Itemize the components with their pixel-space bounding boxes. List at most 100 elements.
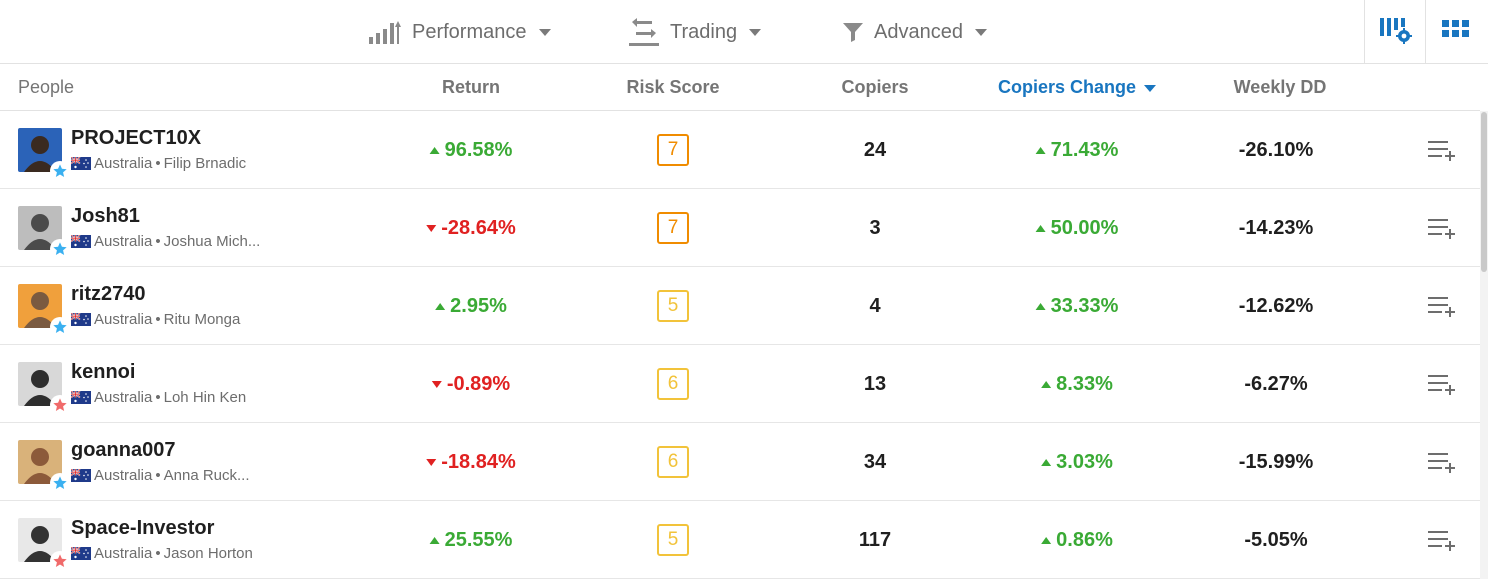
add-list-icon	[1428, 141, 1455, 161]
star-icon	[50, 317, 70, 337]
risk-score-badge: 6	[657, 368, 689, 400]
column-settings-icon	[1378, 14, 1412, 49]
username[interactable]: goanna007	[71, 439, 176, 461]
username[interactable]: ritz2740	[71, 283, 146, 305]
full-name: Jason Horton	[163, 545, 253, 562]
weekly-dd-value: -14.23%	[1238, 216, 1314, 239]
arrow-up-icon	[1041, 380, 1052, 388]
column-header-people[interactable]: People	[18, 77, 75, 97]
arrow-up-icon	[1035, 224, 1046, 232]
column-header-copiers-change[interactable]: Copiers Change	[997, 64, 1157, 111]
sort-desc-icon	[1144, 84, 1157, 92]
username[interactable]: PROJECT10X	[71, 127, 202, 149]
add-to-watchlist-button[interactable]	[1428, 529, 1458, 551]
arrow-up-icon	[1035, 302, 1046, 310]
arrow-down-icon	[426, 458, 437, 466]
username[interactable]: Josh81	[71, 205, 140, 227]
return-value: 2.95%	[435, 267, 507, 345]
arrow-up-icon	[1041, 458, 1052, 466]
country: Australia	[94, 155, 153, 172]
star-icon	[50, 473, 70, 493]
funnel-icon	[842, 21, 864, 43]
user-subline: Australia • Jason Horton	[70, 545, 253, 562]
table-row[interactable]: PROJECT10X Australia • Filip Brnadic 96.58% 7…	[0, 111, 1480, 189]
copiers-value: 117	[858, 528, 892, 551]
column-header-return[interactable]: Return	[442, 77, 500, 97]
column-header-copiers[interactable]: Copiers	[841, 77, 909, 97]
arrow-down-icon	[431, 380, 442, 388]
add-list-icon	[1428, 375, 1455, 395]
table-row[interactable]: Space-Investor Australia • Jason Horton 25.5…	[0, 501, 1480, 579]
copiers-change-text: 71.43%	[1050, 138, 1119, 161]
copiers-value: 13	[863, 372, 887, 395]
table-row[interactable]: kennoi Australia • Loh Hin Ken -0.89% 6 13 8.33…	[0, 345, 1480, 423]
advanced-filter[interactable]: Advanced	[842, 0, 987, 64]
return-text: 25.55%	[444, 528, 513, 551]
table-header: People Return Risk Score Copiers Copiers…	[0, 64, 1480, 111]
separator-dot: •	[155, 545, 161, 562]
filter-bar: Performance Trading Advanced	[0, 0, 1488, 64]
arrow-up-icon	[1035, 146, 1046, 154]
performance-filter[interactable]: Performance	[368, 0, 551, 64]
weekly-dd-value: -26.10%	[1238, 138, 1314, 161]
separator-dot: •	[155, 233, 161, 250]
username[interactable]: kennoi	[71, 361, 136, 383]
column-header-weekly-dd[interactable]: Weekly DD	[1233, 77, 1327, 97]
arrow-up-icon	[429, 536, 440, 544]
grid-view-button[interactable]	[1425, 0, 1486, 63]
risk-score-badge: 7	[657, 134, 689, 166]
copiers-change-text: 3.03%	[1056, 450, 1113, 473]
australia-flag-icon	[70, 234, 91, 248]
trading-filter[interactable]: Trading	[628, 0, 762, 64]
risk-score-cell: 5	[657, 501, 689, 579]
arrow-up-icon	[429, 146, 440, 154]
avatar[interactable]	[18, 518, 62, 562]
column-header-risk-score[interactable]: Risk Score	[626, 77, 720, 97]
separator-dot: •	[155, 155, 161, 172]
country: Australia	[94, 233, 153, 250]
return-text: -28.64%	[441, 216, 516, 239]
add-to-watchlist-button[interactable]	[1428, 373, 1458, 395]
user-subline: Australia • Ritu Monga	[70, 311, 240, 328]
full-name: Joshua Mich...	[163, 233, 261, 250]
table-row[interactable]: Josh81 Australia • Joshua Mich... -28.64% 7 3 5…	[0, 189, 1480, 267]
add-to-watchlist-button[interactable]	[1428, 217, 1458, 239]
scrollbar-thumb[interactable]	[1481, 112, 1487, 272]
copiers-change-value: 3.03%	[1041, 423, 1113, 501]
risk-score-cell: 7	[657, 111, 689, 189]
scrollbar-track[interactable]	[1480, 111, 1488, 579]
chevron-down-icon	[538, 28, 551, 36]
weekly-dd-value: -5.05%	[1244, 528, 1308, 551]
arrow-down-icon	[426, 224, 437, 232]
return-value: -18.84%	[426, 423, 516, 501]
username[interactable]: Space-Investor	[71, 517, 215, 539]
table-row[interactable]: goanna007 Australia • Anna Ruck... -18.84% 6 3…	[0, 423, 1480, 501]
copiers-value: 4	[869, 294, 881, 317]
risk-score-badge: 5	[657, 524, 689, 556]
add-to-watchlist-button[interactable]	[1428, 451, 1458, 473]
country: Australia	[94, 389, 153, 406]
column-settings-button[interactable]	[1364, 0, 1425, 63]
risk-score-cell: 6	[657, 423, 689, 501]
add-to-watchlist-button[interactable]	[1428, 139, 1458, 161]
weekly-dd-value: -12.62%	[1238, 294, 1314, 317]
separator-dot: •	[155, 389, 161, 406]
star-icon	[50, 395, 70, 415]
copiers-value: 3	[869, 216, 881, 239]
avatar[interactable]	[18, 284, 62, 328]
bar-chart-icon	[368, 19, 402, 45]
copiers-value: 34	[863, 450, 887, 473]
copiers-change-text: 8.33%	[1056, 372, 1113, 395]
separator-dot: •	[155, 467, 161, 484]
table-row[interactable]: ritz2740 Australia • Ritu Monga 2.95% 5 4 33.33…	[0, 267, 1480, 345]
australia-flag-icon	[70, 156, 91, 170]
country: Australia	[94, 311, 153, 328]
add-list-icon	[1428, 453, 1455, 473]
full-name: Anna Ruck...	[163, 467, 250, 484]
people-table: PROJECT10X Australia • Filip Brnadic 96.58% 7…	[0, 111, 1480, 579]
add-to-watchlist-button[interactable]	[1428, 295, 1458, 317]
avatar[interactable]	[18, 206, 62, 250]
copiers-change-text: 33.33%	[1050, 294, 1119, 317]
copiers-change-label: Copiers Change	[997, 77, 1137, 97]
copiers-change-value: 50.00%	[1035, 189, 1118, 267]
